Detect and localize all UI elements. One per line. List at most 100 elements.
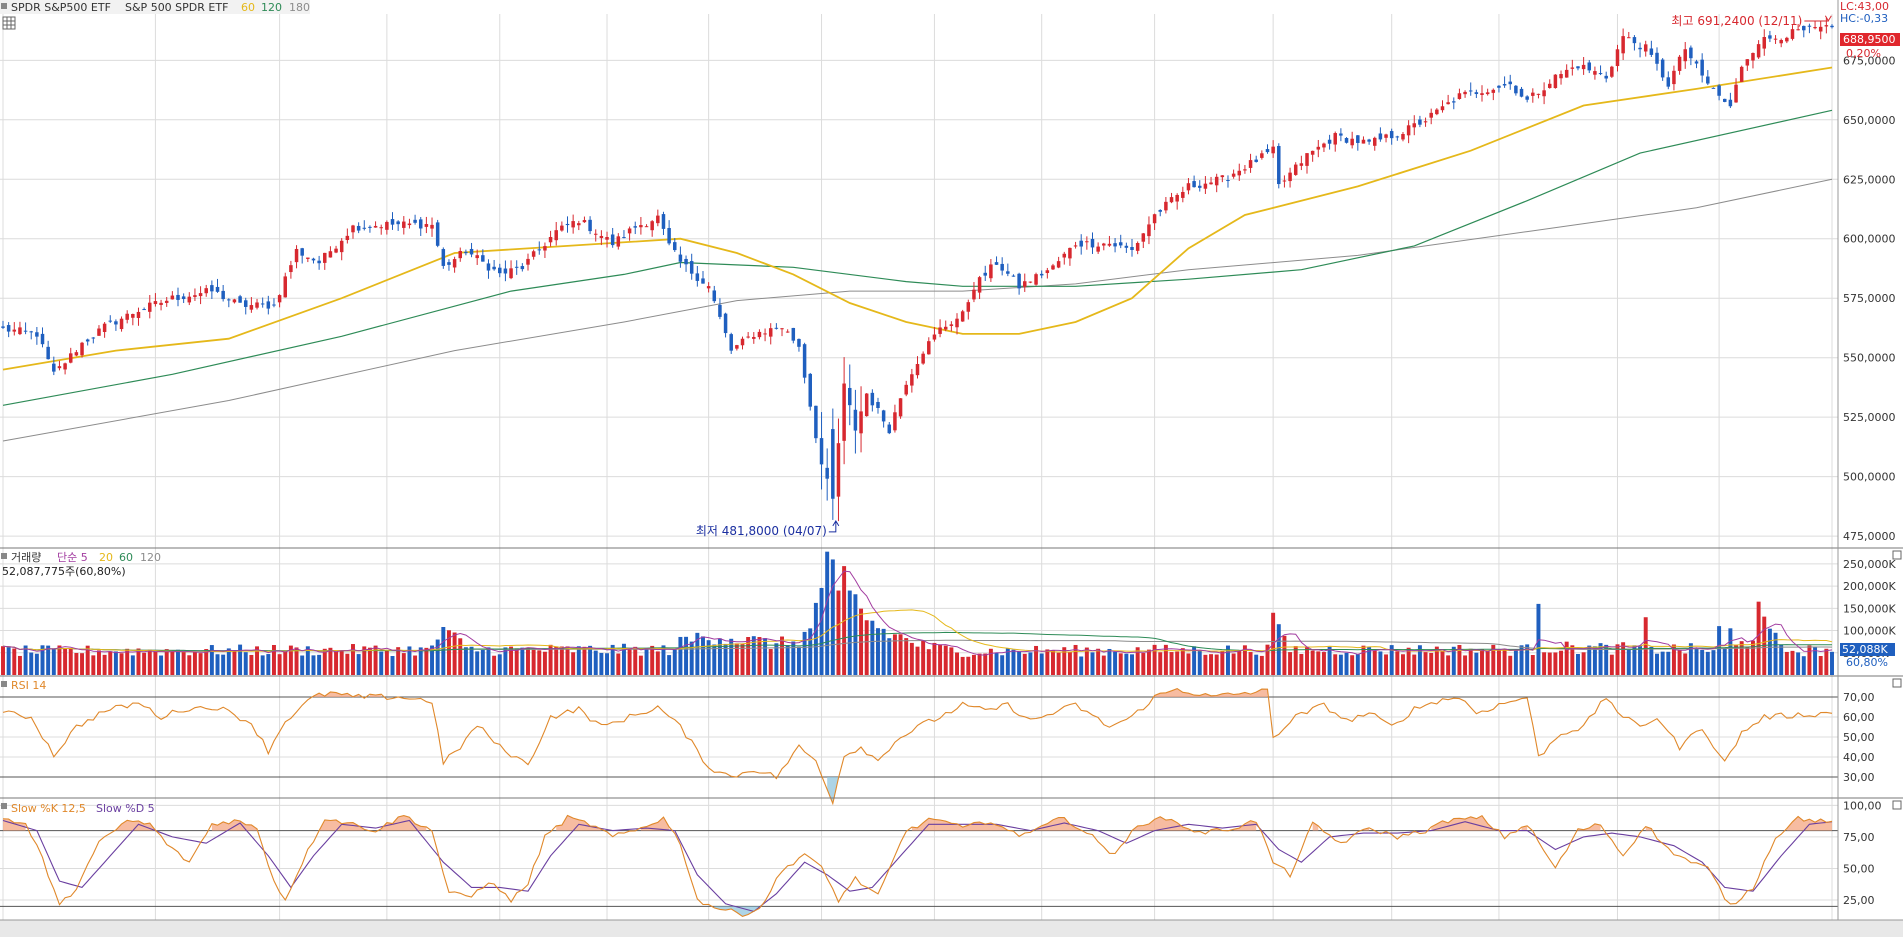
volume-bar (548, 644, 553, 675)
volume-bar (260, 655, 265, 675)
volume-bar (351, 644, 355, 675)
volume-bar (1525, 644, 1530, 675)
price-candle (548, 230, 553, 247)
volume-bar (1022, 653, 1027, 675)
price-candle (1547, 79, 1552, 89)
price-candle (571, 214, 575, 234)
volume-bar (1570, 645, 1575, 675)
price-candle (977, 275, 982, 300)
volume-bar (655, 651, 660, 675)
volume-bar (159, 655, 164, 675)
price-candle (1192, 175, 1196, 188)
y-tick-label: 200,000K (1843, 580, 1896, 593)
stoch-overbought-fill (1786, 816, 1832, 831)
volume-bar (1451, 646, 1456, 675)
price-candle (1175, 193, 1179, 210)
price-candle (582, 216, 587, 223)
stoch-overbought-fill (1577, 823, 1601, 831)
volume-bar (825, 551, 830, 675)
price-candle (1316, 139, 1321, 158)
volume-bar (153, 651, 158, 675)
volume-bar (1638, 645, 1643, 675)
price-candle (1694, 59, 1699, 69)
volume-bar (960, 656, 965, 675)
volume-bar (1101, 655, 1106, 675)
volume-bar (1051, 650, 1055, 675)
volume-bar (1254, 654, 1259, 675)
price-candle (458, 247, 462, 262)
volume-bar (1745, 646, 1750, 675)
stoch-overbought-fill (911, 818, 1008, 831)
price-candle (938, 319, 942, 338)
price-candle (1655, 47, 1659, 71)
stoch-legend-k: Slow %K 12,5 (11, 802, 86, 815)
volume-bar (413, 655, 418, 675)
price-candle (424, 216, 429, 234)
price-candle (1367, 138, 1371, 145)
volume-bar (311, 655, 316, 675)
price-candle (153, 293, 158, 307)
price-candle (605, 231, 609, 248)
panel-resize-icon[interactable] (1892, 800, 1902, 810)
volume-bar (74, 652, 79, 675)
price-candle (1423, 117, 1428, 127)
price-candle (797, 338, 801, 352)
price-candle (706, 282, 711, 293)
price-candle (1768, 30, 1772, 43)
volume-bar (717, 638, 722, 675)
price-candle (802, 342, 807, 384)
price-candle (1666, 71, 1671, 90)
y-tick-label: 650,0000 (1843, 114, 1896, 127)
price-candle (966, 299, 971, 320)
volume-legend-ma5: 단순 5 (57, 551, 88, 564)
volume-bar (1412, 654, 1417, 675)
volume-bar (610, 644, 615, 675)
volume-bar (955, 652, 959, 675)
price-candle (300, 247, 304, 264)
volume-bar (463, 647, 468, 675)
price-candle (97, 325, 101, 336)
grid-toggle-icon[interactable] (2, 16, 16, 30)
price-candle (819, 412, 824, 490)
price-candle (848, 364, 852, 426)
volume-bar (305, 646, 310, 675)
price-candle (232, 298, 237, 304)
volume-bar (1598, 643, 1603, 675)
volume-bar (119, 653, 124, 675)
volume-bar (514, 648, 519, 675)
volume-ma5-line (2, 570, 1833, 656)
price-candle (1282, 175, 1287, 188)
price-candle (1412, 115, 1417, 136)
volume-bar (390, 656, 395, 675)
panel-resize-icon[interactable] (1892, 678, 1902, 688)
volume-bar (1321, 652, 1326, 675)
price-candle (1237, 163, 1242, 181)
price-candle (509, 260, 513, 280)
price-candle (148, 294, 152, 319)
volume-bar (678, 636, 683, 675)
volume-bar (1, 646, 5, 675)
y-tick-label: 500,0000 (1843, 471, 1896, 484)
price-candle (932, 327, 937, 342)
volume-bar (1265, 644, 1270, 675)
price-candle (18, 321, 22, 336)
price-candle (1474, 89, 1479, 99)
price-candle (1818, 20, 1823, 40)
volume-bar (469, 646, 474, 675)
volume-bar (1034, 645, 1039, 675)
price-candle (1418, 115, 1422, 128)
panel-resize-icon[interactable] (1892, 550, 1902, 560)
volume-bar (1818, 656, 1823, 675)
volume-bar (1688, 643, 1693, 675)
price-candle (1214, 173, 1219, 193)
volume-bar (1400, 654, 1405, 675)
volume-bar (401, 653, 406, 675)
y-tick-label: 150,000K (1843, 602, 1896, 615)
volume-bar (452, 632, 457, 675)
price-candle (1497, 85, 1501, 93)
panel-marker-icon (1, 803, 7, 809)
price-candle (1485, 88, 1490, 96)
volume-bar (147, 649, 152, 675)
volume-bar (1338, 654, 1343, 675)
